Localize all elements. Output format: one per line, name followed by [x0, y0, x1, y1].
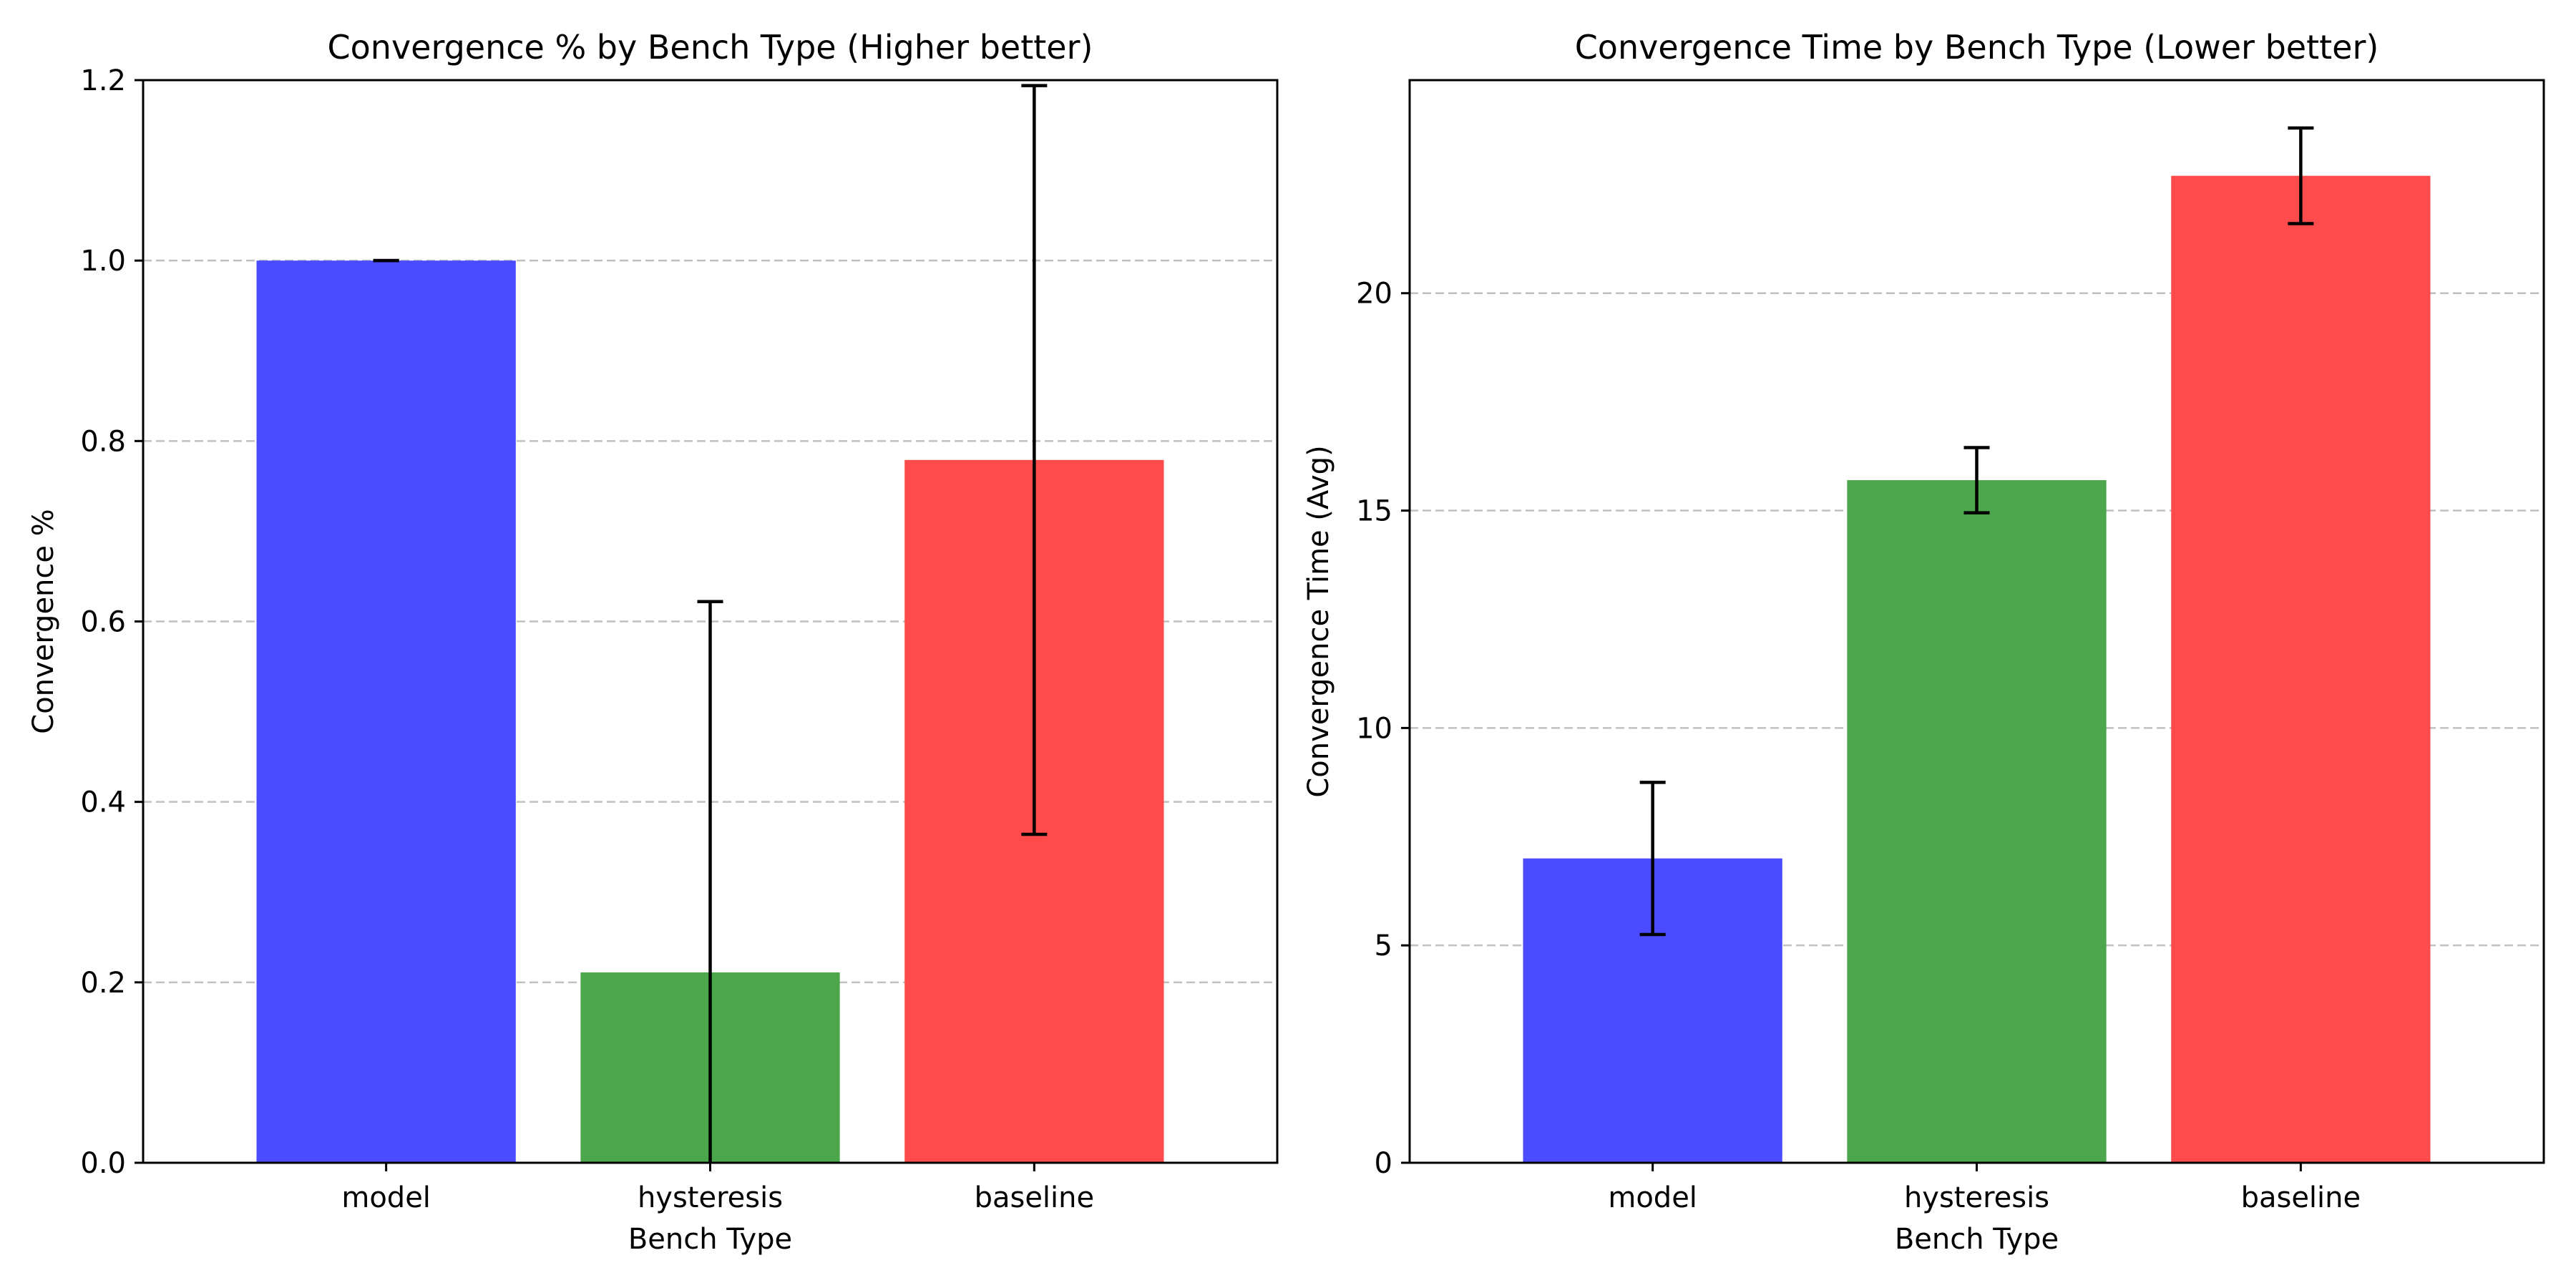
y-tick-label: 0.0 — [80, 1147, 126, 1180]
y-tick-label: 0 — [1375, 1147, 1392, 1180]
y-axis-label: Convergence % — [27, 509, 60, 733]
y-tick-label: 0.8 — [80, 425, 126, 458]
x-axis-label: Bench Type — [628, 1223, 792, 1256]
x-tick-label-baseline: baseline — [975, 1181, 1095, 1214]
y-tick-label: 15 — [1356, 495, 1392, 528]
error-bar-hysteresis — [697, 600, 723, 1163]
y-tick-label: 20 — [1356, 278, 1392, 311]
y-axis-label: Convergence Time (Avg) — [1302, 445, 1335, 797]
x-tick-label-baseline: baseline — [2241, 1181, 2361, 1214]
x-tick-label-model: model — [1608, 1181, 1697, 1214]
error-bar-baseline — [1021, 84, 1048, 836]
y-tick-label: 1.2 — [80, 64, 126, 97]
y-tick-label: 0.6 — [80, 606, 126, 639]
convergence-time-chart: 0 5 10 15 20 model hysteresis baseline Convergen… — [1302, 28, 2545, 1256]
error-bar-hysteresis — [1963, 446, 1990, 514]
convergence-percent-chart: 0.0 0.2 0.4 0.6 0.8 1.0 1.2 model hysteresis base… — [27, 28, 1279, 1256]
x-tick-label-model: model — [341, 1181, 431, 1214]
chart-title: Convergence Time by Bench Type (Lower be… — [1575, 28, 2379, 67]
y-tick-label: 0.4 — [80, 786, 126, 819]
y-tick-label: 0.2 — [80, 967, 126, 1000]
bar-baseline — [2171, 175, 2431, 1163]
error-bar-model — [1639, 781, 1666, 937]
y-tick-label: 1.0 — [80, 245, 126, 278]
x-tick-label-hysteresis: hysteresis — [1904, 1181, 2049, 1214]
bar-model — [256, 260, 516, 1163]
x-axis-label: Bench Type — [1895, 1223, 2059, 1256]
chart-title: Convergence % by Bench Type (Higher bett… — [328, 28, 1093, 67]
error-bar-baseline — [2288, 126, 2314, 225]
y-tick-label: 5 — [1375, 930, 1392, 962]
y-tick-label: 10 — [1356, 712, 1392, 745]
bar-hysteresis — [1847, 480, 2107, 1163]
x-tick-label-hysteresis: hysteresis — [638, 1181, 783, 1214]
